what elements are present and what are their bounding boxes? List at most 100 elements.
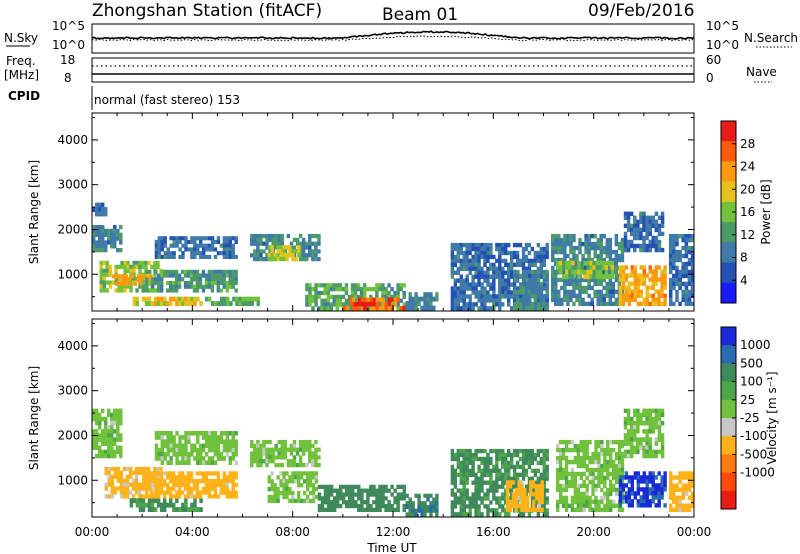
data-cell bbox=[545, 508, 549, 513]
data-cell bbox=[216, 471, 221, 476]
data-cell bbox=[642, 223, 646, 229]
data-cell bbox=[690, 245, 695, 251]
data-cell bbox=[277, 451, 281, 456]
data-cell bbox=[498, 472, 502, 477]
data-cell bbox=[672, 241, 676, 247]
data-cell bbox=[183, 273, 188, 278]
data-cell bbox=[166, 301, 170, 307]
data-cell bbox=[198, 284, 203, 289]
data-cell bbox=[486, 464, 490, 470]
data-cell bbox=[253, 256, 257, 262]
data-cell bbox=[335, 503, 340, 509]
data-cell bbox=[556, 487, 560, 493]
data-cell bbox=[594, 455, 598, 461]
data-cell bbox=[566, 233, 570, 239]
data-cell bbox=[600, 487, 604, 493]
data-cell bbox=[195, 284, 200, 289]
data-cell bbox=[498, 254, 502, 260]
data-cell bbox=[483, 302, 487, 307]
data-cell bbox=[399, 298, 403, 303]
data-cell bbox=[462, 452, 466, 458]
data-cell bbox=[280, 233, 285, 239]
data-cell bbox=[515, 294, 520, 299]
data-cell bbox=[627, 289, 632, 294]
data-cell bbox=[189, 490, 194, 495]
data-cell bbox=[588, 495, 592, 501]
data-cell bbox=[267, 475, 271, 480]
data-cell bbox=[599, 293, 603, 299]
data-cell bbox=[471, 492, 475, 497]
data-cell bbox=[162, 502, 167, 508]
data-cell bbox=[156, 296, 161, 302]
data-cell bbox=[160, 243, 164, 248]
data-cell bbox=[654, 269, 658, 274]
data-cell bbox=[648, 243, 652, 249]
data-cell bbox=[107, 466, 112, 472]
data-cell bbox=[369, 294, 373, 299]
data-cell bbox=[514, 503, 518, 509]
data-cell bbox=[262, 443, 266, 449]
data-cell bbox=[378, 283, 382, 288]
data-cell bbox=[157, 273, 161, 278]
data-cell bbox=[554, 293, 558, 299]
data-cell bbox=[423, 512, 427, 517]
data-cell bbox=[585, 455, 589, 461]
data-cell bbox=[584, 285, 588, 291]
data-cell bbox=[113, 412, 117, 418]
data-cell bbox=[169, 236, 173, 241]
data-cell bbox=[623, 235, 628, 241]
data-cell bbox=[645, 297, 649, 302]
data-cell bbox=[277, 455, 281, 460]
data-cell bbox=[477, 294, 481, 299]
data-cell bbox=[567, 483, 572, 489]
data-cell bbox=[678, 257, 682, 263]
data-cell bbox=[122, 466, 127, 472]
data-cell bbox=[459, 508, 463, 513]
data-cell bbox=[528, 289, 532, 295]
data-cell bbox=[605, 253, 610, 259]
colorbar-segment bbox=[721, 436, 736, 455]
data-cell bbox=[95, 412, 99, 418]
data-cell bbox=[450, 274, 455, 279]
data-cell bbox=[507, 282, 511, 287]
data-cell bbox=[399, 496, 403, 501]
data-cell bbox=[323, 500, 328, 505]
data-cell bbox=[520, 492, 524, 497]
data-cell bbox=[187, 435, 191, 440]
data-cell bbox=[253, 447, 257, 452]
data-cell bbox=[524, 484, 529, 489]
data-cell bbox=[175, 460, 179, 465]
data-cell bbox=[617, 253, 622, 259]
data-cell bbox=[271, 455, 275, 460]
data-cell bbox=[204, 273, 209, 278]
data-cell bbox=[308, 475, 313, 480]
data-cell bbox=[614, 479, 619, 485]
data-cell bbox=[384, 287, 388, 292]
data-cell bbox=[362, 283, 367, 288]
data-cell bbox=[177, 280, 182, 286]
data-cell bbox=[311, 486, 316, 492]
data-cell bbox=[450, 302, 455, 307]
data-cell bbox=[636, 449, 640, 455]
data-cell bbox=[557, 297, 561, 303]
data-cell bbox=[144, 466, 148, 472]
data-cell bbox=[101, 429, 105, 434]
data-cell bbox=[341, 287, 346, 292]
data-cell bbox=[597, 503, 601, 509]
data-cell bbox=[323, 484, 328, 489]
data-cell bbox=[138, 260, 142, 266]
data-cell bbox=[648, 215, 652, 221]
data-cell bbox=[151, 277, 155, 282]
data-cell bbox=[323, 302, 327, 307]
data-cell bbox=[329, 503, 334, 509]
data-cell bbox=[116, 449, 120, 455]
data-cell bbox=[199, 254, 203, 259]
data-cell bbox=[576, 459, 580, 465]
data-cell bbox=[117, 288, 121, 293]
data-cell bbox=[583, 260, 587, 266]
data-cell bbox=[558, 455, 563, 461]
data-cell bbox=[101, 240, 105, 245]
data-cell bbox=[308, 490, 313, 496]
data-cell bbox=[660, 215, 665, 221]
data-cell bbox=[471, 274, 475, 279]
